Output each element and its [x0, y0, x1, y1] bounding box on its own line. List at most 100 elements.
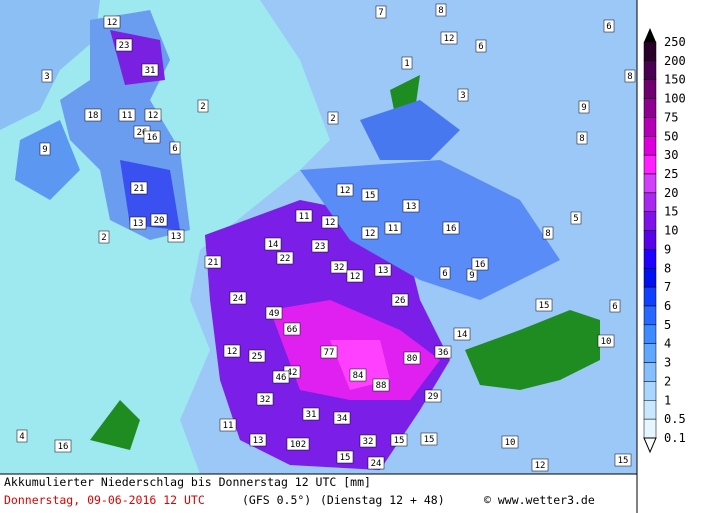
label-box: [402, 199, 420, 213]
label-box: [501, 435, 519, 449]
map-value-label: 12: [350, 272, 361, 282]
legend-label: 7: [664, 280, 671, 294]
legend-swatch: [643, 173, 657, 194]
footer-title: Akkumulierter Niederschlag bis Donnersta…: [4, 475, 371, 489]
label-box: [143, 130, 161, 144]
map-value-label: 1: [404, 59, 409, 69]
legend-label: 6: [664, 299, 671, 313]
label-box: [204, 255, 222, 269]
label-box: [276, 251, 294, 265]
area-north-atlantic: [0, 0, 100, 130]
map-value-label: 12: [107, 18, 118, 28]
label-box: [333, 411, 351, 425]
map-value-label: 77: [324, 348, 335, 358]
label-box: [349, 368, 367, 382]
map-value-label: 22: [280, 254, 291, 264]
footer-model: (GFS 0.5°): [242, 493, 311, 507]
label-box: [531, 458, 549, 472]
map-value-label: 3: [460, 91, 465, 101]
label-box: [367, 456, 385, 470]
map-value-label: 4: [19, 432, 24, 442]
label-box: [603, 19, 615, 33]
legend-label: 25: [664, 167, 678, 181]
map-value-label: 32: [334, 263, 345, 273]
label-box: [54, 439, 72, 453]
map-value-label: 5: [573, 214, 578, 224]
label-box: [542, 226, 554, 240]
footer-run: (Dienstag 12 + 48): [320, 493, 445, 507]
label-box: [535, 298, 553, 312]
map-value-label: 12: [227, 347, 238, 357]
map-value-label: 18: [88, 111, 99, 121]
legend-swatch: [643, 211, 657, 231]
legend-label: 200: [664, 54, 686, 68]
map-value-label: 32: [363, 437, 374, 447]
map-value-label: 8: [545, 229, 550, 239]
map-value-label: 12: [365, 229, 376, 239]
terrain-hungary: [465, 310, 600, 390]
label-box: [311, 239, 329, 253]
legend-swatch: [643, 268, 657, 288]
map-value-label: 34: [337, 414, 348, 424]
map-value-label: 2: [101, 233, 106, 243]
label-box: [129, 216, 147, 230]
map-value-label: 16: [58, 442, 69, 452]
map-value-label: 21: [208, 258, 219, 268]
label-box: [439, 266, 451, 280]
map-value-label: 16: [147, 133, 158, 143]
map-value-label: 32: [260, 395, 271, 405]
map-value-label: 12: [535, 461, 546, 471]
label-box: [144, 108, 162, 122]
label-box: [442, 221, 460, 235]
label-box: [150, 213, 168, 227]
legend-label: 15: [664, 205, 678, 219]
label-box: [16, 429, 28, 443]
label-box: [440, 31, 458, 45]
label-box: [391, 293, 409, 307]
legend-label: 2: [664, 374, 671, 388]
map-value-label: 13: [133, 219, 144, 229]
legend-label: 3: [664, 356, 671, 370]
map-value-label: 3: [44, 72, 49, 82]
legend-swatch: [643, 418, 657, 439]
label-box: [359, 434, 377, 448]
label-box: [265, 306, 283, 320]
map-value-label: 14: [268, 240, 279, 250]
map-value-label: 11: [388, 224, 399, 234]
label-box: [471, 257, 489, 271]
label-box: [248, 349, 266, 363]
legend-label: 100: [664, 92, 686, 106]
legend-label: 1: [664, 393, 671, 407]
map-value-label: 29: [428, 392, 439, 402]
map-value-label: 16: [475, 260, 486, 270]
label-box: [283, 322, 301, 336]
legend-swatch: [643, 305, 657, 326]
legend-swatch: [643, 98, 657, 118]
legend-swatch: [643, 41, 657, 62]
rain-alps-core: [330, 340, 390, 390]
land-ireland: [15, 120, 80, 200]
label-box: [597, 334, 615, 348]
map-value-label: 36: [438, 348, 449, 358]
label-box: [475, 39, 487, 53]
legend-label: 0.5: [664, 412, 686, 426]
map-value-label: 2: [200, 102, 205, 112]
label-box: [384, 221, 402, 235]
label-box: [249, 433, 267, 447]
label-box: [361, 188, 379, 202]
map-value-label: 12: [444, 34, 455, 44]
label-box: [118, 108, 136, 122]
label-box: [372, 378, 390, 392]
rain-england: [120, 160, 180, 230]
map-value-label: 31: [306, 410, 317, 420]
label-box: [336, 450, 354, 464]
label-box: [320, 345, 338, 359]
label-box: [576, 131, 588, 145]
label-box: [424, 389, 442, 403]
map-value-label: 6: [172, 144, 177, 154]
footer-bg: [0, 474, 637, 513]
map-value-label: 42: [287, 368, 298, 378]
label-box: [98, 230, 110, 244]
map-value-label: 8: [579, 134, 584, 144]
